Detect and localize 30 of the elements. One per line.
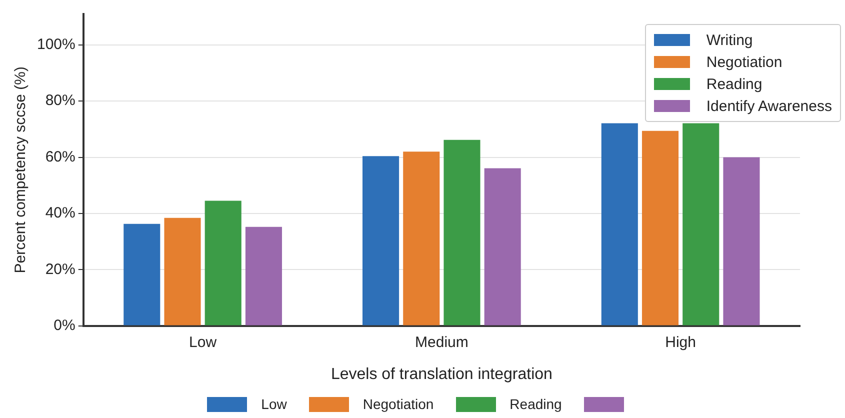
text: Negotiation [362,396,434,412]
y-tick-label: 40% [45,204,76,222]
bar [204,200,242,326]
legend-label: Writing [706,32,753,48]
x-tick-label: High [665,334,696,351]
y-tick-label: 0% [54,316,76,334]
bar [245,226,282,326]
bar [164,218,201,326]
y-axis-title: Percent competency sccse (%) [12,66,30,274]
bar [601,123,638,326]
text: Reading [510,396,562,412]
bar [362,156,400,326]
legend-label: Reading [706,76,762,92]
bar [124,224,160,326]
x-axis-title: Levels of translation integration [330,366,552,383]
legend-label: Identify Awareness [706,98,832,114]
x-tick-label: Low [189,334,217,351]
bar [484,168,521,326]
text: Low [261,396,287,412]
legend-label: Negotiation [706,54,782,70]
bar [682,123,720,326]
y-tick-label: 60% [45,148,76,166]
bar [723,157,760,326]
bar [403,152,440,326]
bar [444,140,480,326]
y-tick-label: 20% [45,260,76,278]
x-tick-label: Medium [415,334,468,351]
bar [642,130,679,326]
y-tick-label: 100% [36,36,76,54]
y-tick-label: 80% [45,92,76,110]
